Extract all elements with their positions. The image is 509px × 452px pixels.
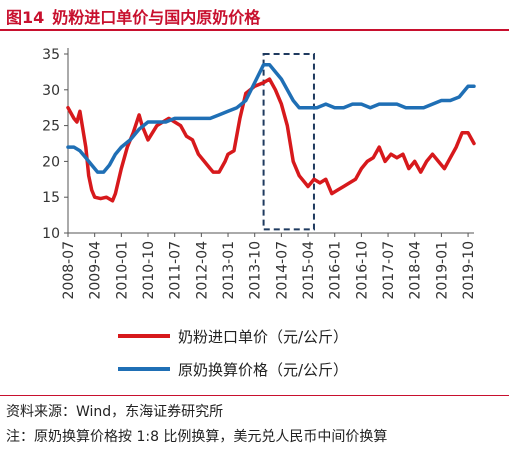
x-tick-label: 2016-10 [354,241,370,300]
x-tick-label: 2012-04 [194,241,210,300]
series-line-2 [66,62,476,174]
x-tick-label: 2018-04 [408,241,424,300]
y-tick-label: 10 [42,226,60,242]
highlight-box-group [262,53,315,231]
x-tick-label: 2010-10 [141,241,157,300]
y-tick-label: 20 [42,154,60,170]
legend-label-2: 原奶换算价格（元/公斤） [178,361,348,379]
x-tick-label: 2019-01 [434,241,450,300]
series-line-1 [66,77,476,203]
x-tick-label: 2015-04 [301,241,317,300]
chart-axes: 10 15 20 25 30 35 2008-07 2009-04 2010-01 2010-10… [42,47,477,300]
source-note: 资料来源：Wind，东海证券研究所 [6,404,224,420]
figure-number: 图14 [6,8,45,27]
figure-title: 图14 奶粉进口单价与国内原奶价格 [6,4,268,28]
y-tick-label: 25 [42,119,60,135]
series-lines [66,62,476,203]
conversion-note: 注：原奶换算价格按 1:8 比例换算，美元兑人民币中间价换算 [6,429,388,445]
y-tick-label: 30 [42,83,60,99]
x-tick-label: 2010-01 [114,241,130,300]
x-tick-label: 2008-07 [61,241,77,300]
highlight-box [262,53,315,231]
x-tick-label: 2011-07 [168,241,184,300]
x-tick-label: 2009-04 [88,241,104,300]
y-tick-label: 15 [42,190,60,206]
x-tick-label: 2013-10 [248,241,264,300]
line-chart: 10 15 20 25 30 35 2008-07 2009-04 2010-01 2010-10… [42,47,477,379]
chart-legend: 奶粉进口单价（元/公斤） 原奶换算价格（元/公斤） [118,328,348,379]
y-tick-label: 35 [42,47,60,63]
figure-title-text: 奶粉进口单价与国内原奶价格 [52,8,261,27]
x-tick-label: 2013-01 [221,241,237,300]
title-rule [0,29,509,31]
x-tick-label: 2017-07 [381,241,397,300]
footer-rule [0,395,509,396]
legend-label-1: 奶粉进口单价（元/公斤） [178,328,348,346]
x-tick-label: 2016-01 [328,241,344,300]
x-tick-label: 2014-07 [274,241,290,300]
x-tick-label: 2019-10 [461,241,477,300]
